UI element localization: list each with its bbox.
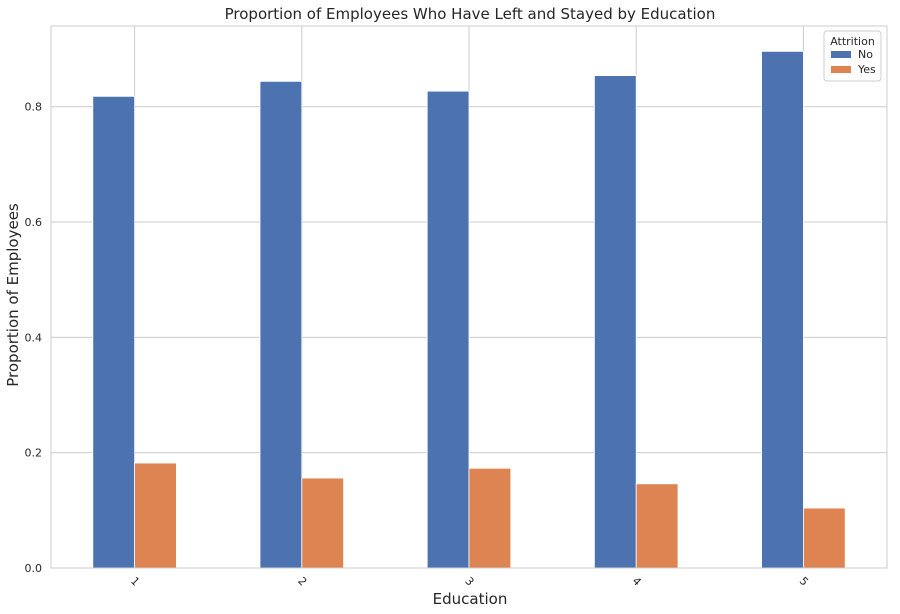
bar-yes-education-5 (803, 507, 846, 569)
legend-label-no: No (858, 48, 873, 61)
bar-no-education-2 (259, 80, 303, 569)
legend: Attrition No Yes (823, 30, 882, 82)
bar-yes-education-4 (635, 483, 679, 569)
legend-title: Attrition (830, 35, 875, 48)
bar-yes-education-1 (134, 462, 177, 569)
bar-no-education-5 (761, 50, 804, 569)
y-tick-label: 0.6 (25, 216, 43, 229)
x-axis-label: Education (433, 590, 508, 608)
y-tick-label: 0.0 (25, 562, 43, 575)
bars (92, 50, 846, 569)
bar-no-education-4 (594, 75, 637, 569)
y-tick-label: 0.8 (25, 101, 43, 114)
plot-frame (50, 25, 888, 569)
legend-label-yes: Yes (857, 63, 876, 76)
legend-swatch-no (831, 51, 851, 58)
y-tick-labels: 0.0 0.2 0.4 0.6 0.8 (25, 101, 43, 575)
bar-yes-education-3 (468, 467, 512, 569)
bar-no-education-3 (426, 90, 470, 569)
y-axis-label: Proportion of Employees (4, 203, 22, 387)
chart-title: Proportion of Employees Who Have Left an… (225, 5, 716, 23)
bar-yes-education-2 (301, 477, 344, 569)
bar-no-education-1 (92, 95, 136, 569)
legend-swatch-yes (831, 66, 851, 73)
y-tick-label: 0.4 (25, 331, 43, 344)
y-tick-label: 0.2 (25, 447, 43, 460)
